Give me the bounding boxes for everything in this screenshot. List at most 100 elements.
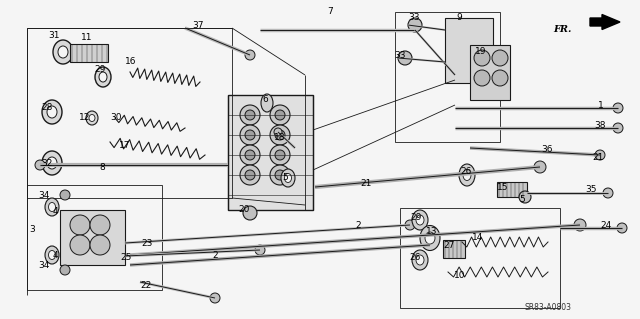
- Bar: [445, 18, 493, 83]
- Text: 18: 18: [275, 132, 285, 142]
- Text: 35: 35: [585, 184, 596, 194]
- Ellipse shape: [416, 215, 424, 225]
- Circle shape: [240, 125, 260, 145]
- Text: 10: 10: [454, 271, 466, 279]
- Ellipse shape: [420, 226, 440, 250]
- Bar: [400, 208, 560, 308]
- Text: 22: 22: [140, 280, 152, 290]
- Text: 29: 29: [410, 213, 422, 222]
- Circle shape: [405, 220, 415, 230]
- Text: 30: 30: [110, 114, 122, 122]
- Ellipse shape: [45, 198, 59, 216]
- Text: 14: 14: [472, 233, 484, 241]
- Text: 26: 26: [410, 254, 420, 263]
- Circle shape: [275, 150, 285, 160]
- Circle shape: [474, 70, 490, 86]
- Bar: [497, 182, 527, 197]
- Bar: [60, 210, 125, 265]
- Text: 21: 21: [592, 153, 604, 162]
- Circle shape: [245, 150, 255, 160]
- Text: 29: 29: [94, 65, 106, 75]
- Circle shape: [534, 161, 546, 173]
- Text: 23: 23: [141, 239, 153, 248]
- Text: 33: 33: [394, 50, 406, 60]
- Text: 9: 9: [456, 13, 462, 23]
- Text: 38: 38: [595, 121, 605, 130]
- Text: 13: 13: [426, 227, 438, 236]
- Text: 16: 16: [125, 57, 137, 66]
- Ellipse shape: [47, 106, 57, 118]
- Text: 8: 8: [99, 164, 105, 173]
- Text: 25: 25: [120, 254, 132, 263]
- Text: 4: 4: [52, 206, 58, 216]
- Circle shape: [90, 215, 110, 235]
- Circle shape: [245, 170, 255, 180]
- Circle shape: [245, 130, 255, 140]
- Circle shape: [275, 130, 285, 140]
- Text: 31: 31: [48, 31, 60, 40]
- Text: 4: 4: [52, 250, 58, 259]
- Circle shape: [240, 145, 260, 165]
- Text: 2: 2: [355, 220, 361, 229]
- Circle shape: [35, 160, 45, 170]
- Circle shape: [275, 110, 285, 120]
- Circle shape: [60, 265, 70, 275]
- Circle shape: [245, 50, 255, 60]
- Text: 34: 34: [38, 262, 50, 271]
- Ellipse shape: [281, 169, 295, 187]
- Circle shape: [492, 50, 508, 66]
- Text: 6: 6: [262, 95, 268, 105]
- Circle shape: [603, 188, 613, 198]
- Text: 3: 3: [29, 226, 35, 234]
- Circle shape: [60, 190, 70, 200]
- Bar: [27, 28, 232, 198]
- Text: 37: 37: [192, 21, 204, 31]
- Ellipse shape: [285, 174, 291, 182]
- Text: 5: 5: [519, 195, 525, 204]
- Text: 21: 21: [360, 179, 372, 188]
- Text: 20: 20: [238, 205, 250, 214]
- Circle shape: [255, 245, 265, 255]
- Circle shape: [519, 191, 531, 203]
- Circle shape: [70, 235, 90, 255]
- Circle shape: [474, 50, 490, 66]
- Ellipse shape: [412, 210, 428, 230]
- Text: FR.: FR.: [554, 26, 572, 34]
- Circle shape: [613, 103, 623, 113]
- Circle shape: [408, 18, 422, 32]
- Text: SR83-A0803: SR83-A0803: [525, 303, 572, 313]
- Ellipse shape: [45, 246, 59, 264]
- Text: 12: 12: [79, 114, 91, 122]
- Text: 11: 11: [81, 33, 93, 42]
- Circle shape: [240, 105, 260, 125]
- Circle shape: [70, 215, 90, 235]
- Circle shape: [617, 223, 627, 233]
- Ellipse shape: [53, 40, 73, 64]
- Circle shape: [574, 219, 586, 231]
- Circle shape: [270, 165, 290, 185]
- Circle shape: [243, 206, 257, 220]
- Ellipse shape: [99, 72, 107, 82]
- Ellipse shape: [261, 94, 273, 112]
- Text: 15: 15: [497, 183, 509, 192]
- Text: 27: 27: [444, 241, 454, 249]
- Text: 2: 2: [212, 250, 218, 259]
- Circle shape: [270, 105, 290, 125]
- Bar: [443, 240, 465, 258]
- Ellipse shape: [425, 232, 435, 244]
- Ellipse shape: [459, 164, 475, 186]
- Text: 36: 36: [541, 145, 553, 154]
- Circle shape: [275, 170, 285, 180]
- Circle shape: [270, 145, 290, 165]
- Bar: [70, 44, 108, 62]
- Circle shape: [613, 123, 623, 133]
- Circle shape: [274, 128, 282, 136]
- FancyArrow shape: [590, 14, 620, 29]
- Text: 28: 28: [42, 102, 52, 112]
- Bar: [27, 185, 162, 290]
- Ellipse shape: [89, 115, 95, 122]
- Circle shape: [425, 240, 435, 250]
- Ellipse shape: [416, 255, 424, 265]
- Ellipse shape: [49, 203, 56, 211]
- Bar: [470, 45, 510, 100]
